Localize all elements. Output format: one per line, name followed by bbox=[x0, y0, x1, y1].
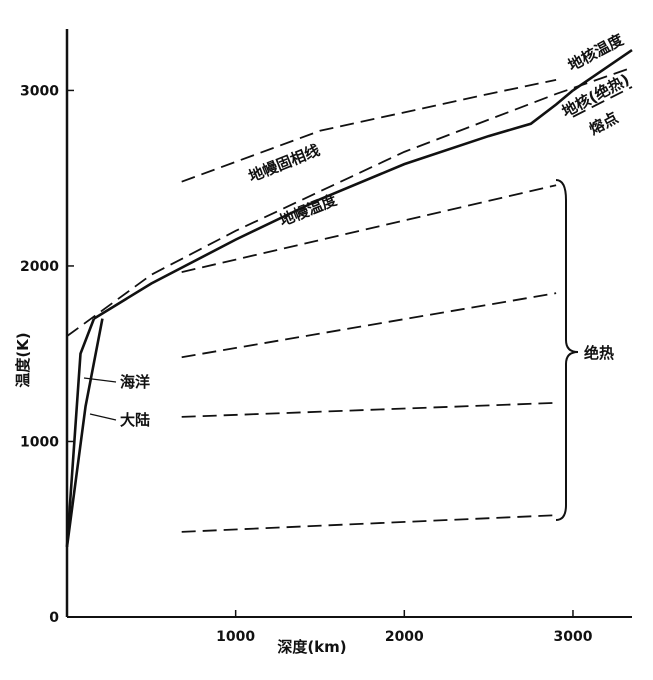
line bbox=[181, 79, 557, 183]
line bbox=[181, 514, 557, 533]
line bbox=[572, 48, 633, 92]
x-axis-label: 深度(km) bbox=[277, 638, 346, 656]
series-label: 海洋 bbox=[120, 373, 150, 391]
y-tick-label: 0 bbox=[49, 610, 59, 626]
line bbox=[572, 86, 633, 118]
y-tick-label: 2000 bbox=[20, 259, 59, 275]
leader-line bbox=[83, 377, 117, 383]
line bbox=[65, 318, 104, 547]
line bbox=[181, 401, 557, 418]
series-label: 地核(绝热) bbox=[559, 70, 633, 121]
y-axis-label: 温度(K) bbox=[14, 332, 32, 387]
x-tick-label: 2000 bbox=[385, 629, 424, 645]
series-label: 地核温度 bbox=[565, 30, 627, 75]
leader-line bbox=[89, 413, 117, 421]
line bbox=[66, 66, 633, 337]
line bbox=[93, 89, 574, 320]
y-tick-label: 3000 bbox=[20, 83, 59, 99]
y-tick-label: 1000 bbox=[20, 434, 59, 450]
line bbox=[181, 184, 557, 273]
brace bbox=[555, 179, 579, 521]
annotation: 绝热 bbox=[584, 344, 614, 362]
x-tick-label: 1000 bbox=[216, 629, 255, 645]
series-label: 大陆 bbox=[120, 411, 150, 429]
line bbox=[181, 292, 557, 359]
x-tick-label: 3000 bbox=[553, 629, 592, 645]
series-label: 地幔固相线 bbox=[246, 141, 322, 186]
line bbox=[65, 318, 96, 547]
series-label: 熔点 bbox=[586, 109, 621, 139]
